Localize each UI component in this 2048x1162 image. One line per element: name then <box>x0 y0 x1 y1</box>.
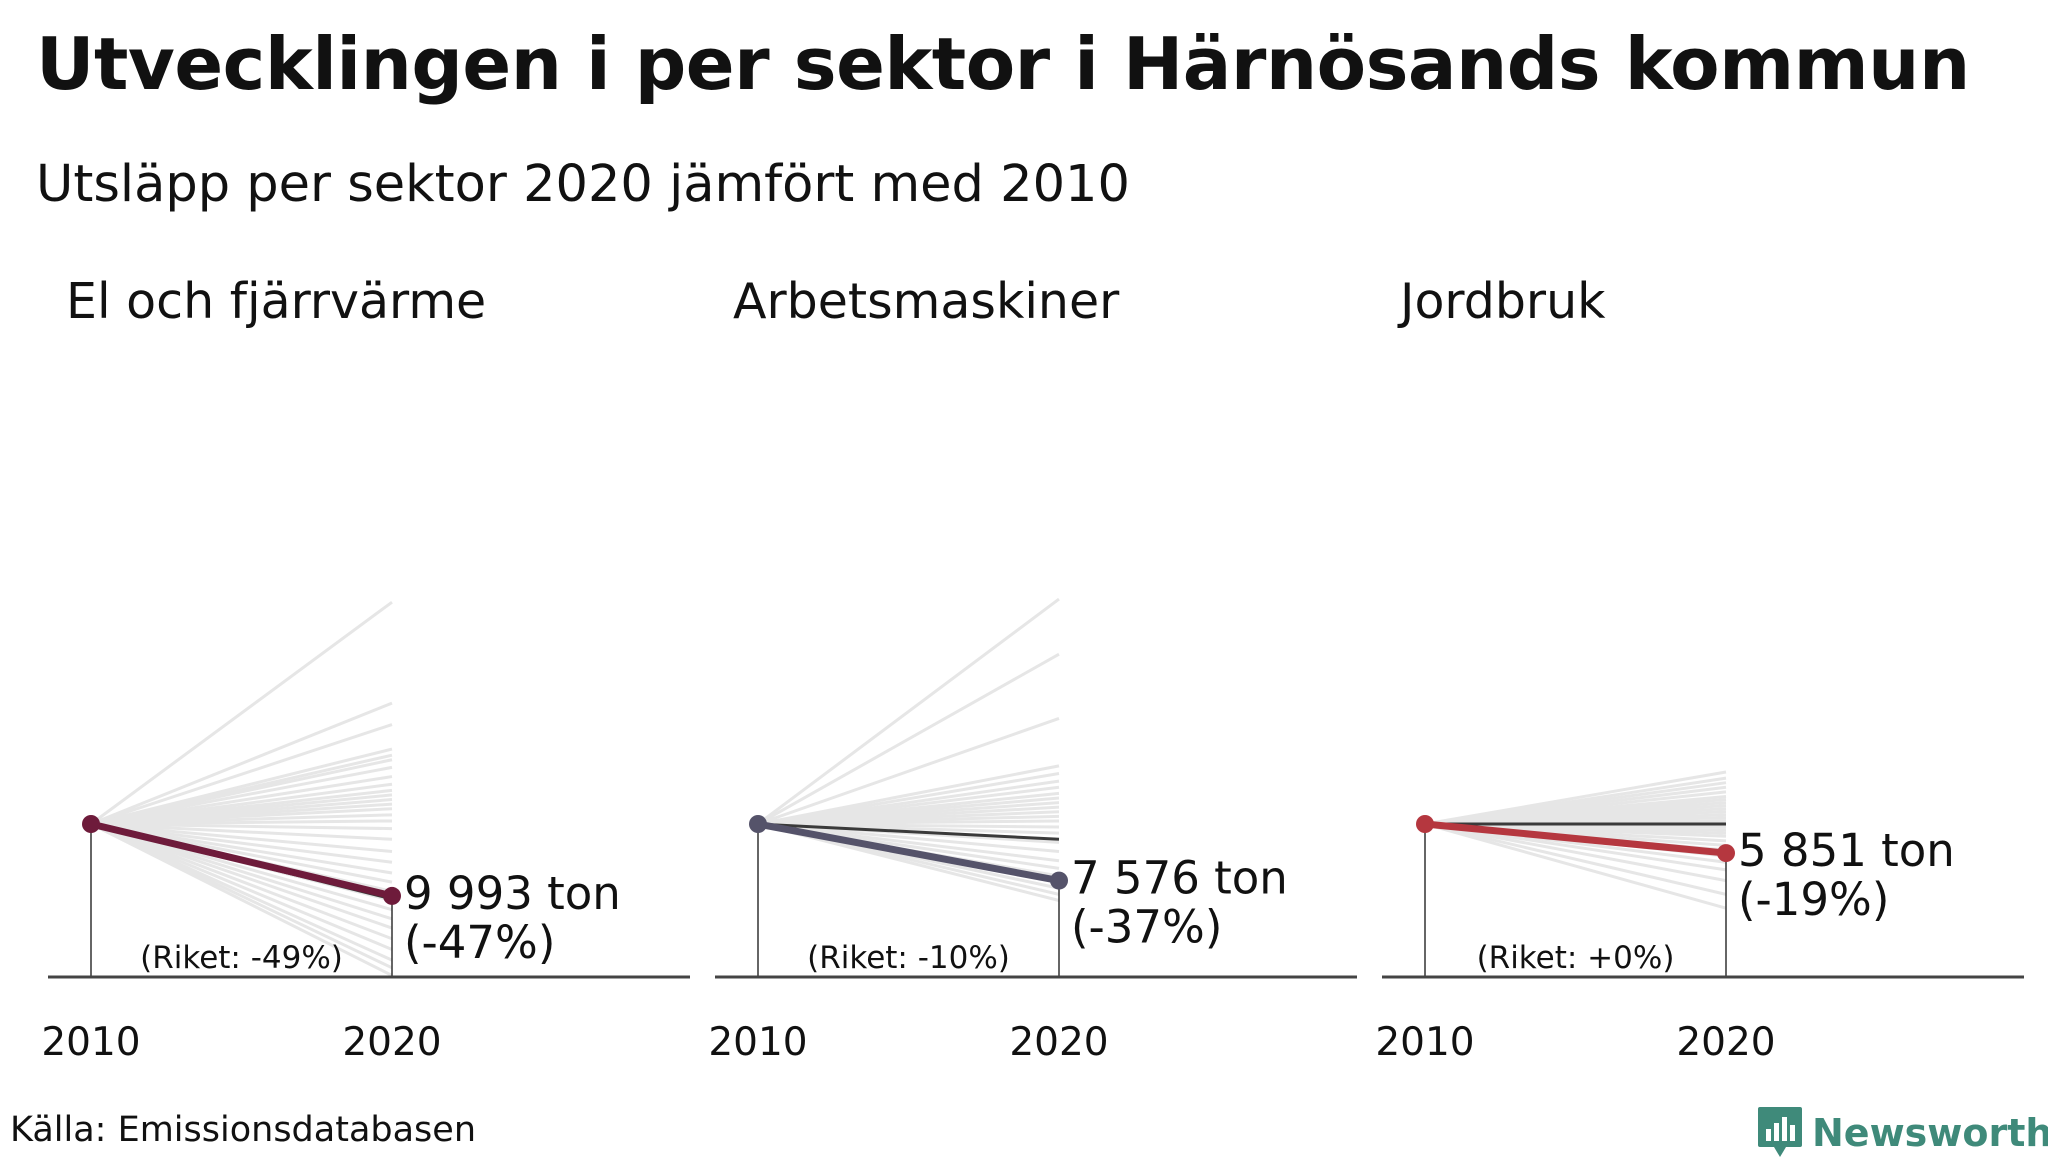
comparison-line <box>90 765 393 826</box>
highlight-point-2010 <box>1416 815 1434 833</box>
x-tick-label: 2020 <box>342 1020 441 1065</box>
brand-logo: Newsworthy <box>1756 1104 2048 1162</box>
comparison-line <box>757 652 1060 826</box>
comparison-line <box>90 701 393 826</box>
x-tick-label: 2010 <box>41 1020 140 1065</box>
highlight-point-2020 <box>1717 844 1735 863</box>
x-tick-label: 2010 <box>708 1020 807 1065</box>
highlight-point-2020 <box>383 886 401 905</box>
comparison-line <box>1424 822 1727 883</box>
comparison-line <box>90 822 393 930</box>
comparison-line <box>90 822 393 864</box>
change-label: (-47%) <box>404 916 555 969</box>
comparison-line <box>90 822 393 941</box>
comparison-line <box>90 822 393 977</box>
comparison-line <box>90 822 393 854</box>
value-label: 9 993 ton <box>404 867 621 920</box>
chart-title: Utvecklingen i per sektor i Härnösands k… <box>36 22 1970 106</box>
national-label: (Riket: +0%) <box>1477 940 1675 976</box>
source-note: Källa: Emissionsdatabasen <box>10 1110 477 1150</box>
comparison-line <box>757 597 1060 826</box>
highlight-trend-line <box>87 820 396 900</box>
value-label: 7 576 ton <box>1071 852 1288 905</box>
x-tick-label: 2010 <box>1375 1020 1474 1065</box>
highlight-point-2020 <box>1050 871 1068 890</box>
comparison-line <box>1424 822 1727 896</box>
brand-name: Newsworthy <box>1812 1111 2048 1155</box>
comparison-line <box>90 723 393 826</box>
highlight-point-2010 <box>82 815 100 833</box>
comparison-line <box>757 717 1060 826</box>
x-tick-label: 2020 <box>1676 1020 1775 1065</box>
comparison-line <box>90 822 393 841</box>
panel-title: Arbetsmaskiner <box>733 273 1120 330</box>
comparison-line <box>90 600 393 826</box>
panel-title: El och fjärrvärme <box>66 273 486 330</box>
national-label: (Riket: -10%) <box>807 940 1010 976</box>
x-tick-label: 2020 <box>1009 1020 1108 1065</box>
highlight-trend-line <box>754 820 1063 885</box>
comparison-line <box>1424 822 1727 910</box>
national-trend-line <box>757 822 1060 841</box>
change-label: (-19%) <box>1738 873 1889 926</box>
chart-subtitle: Utsläpp per sektor 2020 jämfört med 2010 <box>36 155 1130 214</box>
highlight-point-2010 <box>749 815 767 833</box>
comparison-line <box>90 822 393 875</box>
comparison-line <box>90 822 393 831</box>
bar-chart-speech-bubble-icon <box>1758 1107 1802 1157</box>
value-label: 5 851 ton <box>1738 824 1955 877</box>
change-label: (-37%) <box>1071 901 1222 954</box>
national-label: (Riket: -49%) <box>140 940 343 976</box>
panel-title: Jordbruk <box>1397 273 1606 330</box>
comparison-line <box>90 822 393 951</box>
highlight-trend-line <box>1421 820 1730 857</box>
comparison-line <box>757 822 1060 854</box>
